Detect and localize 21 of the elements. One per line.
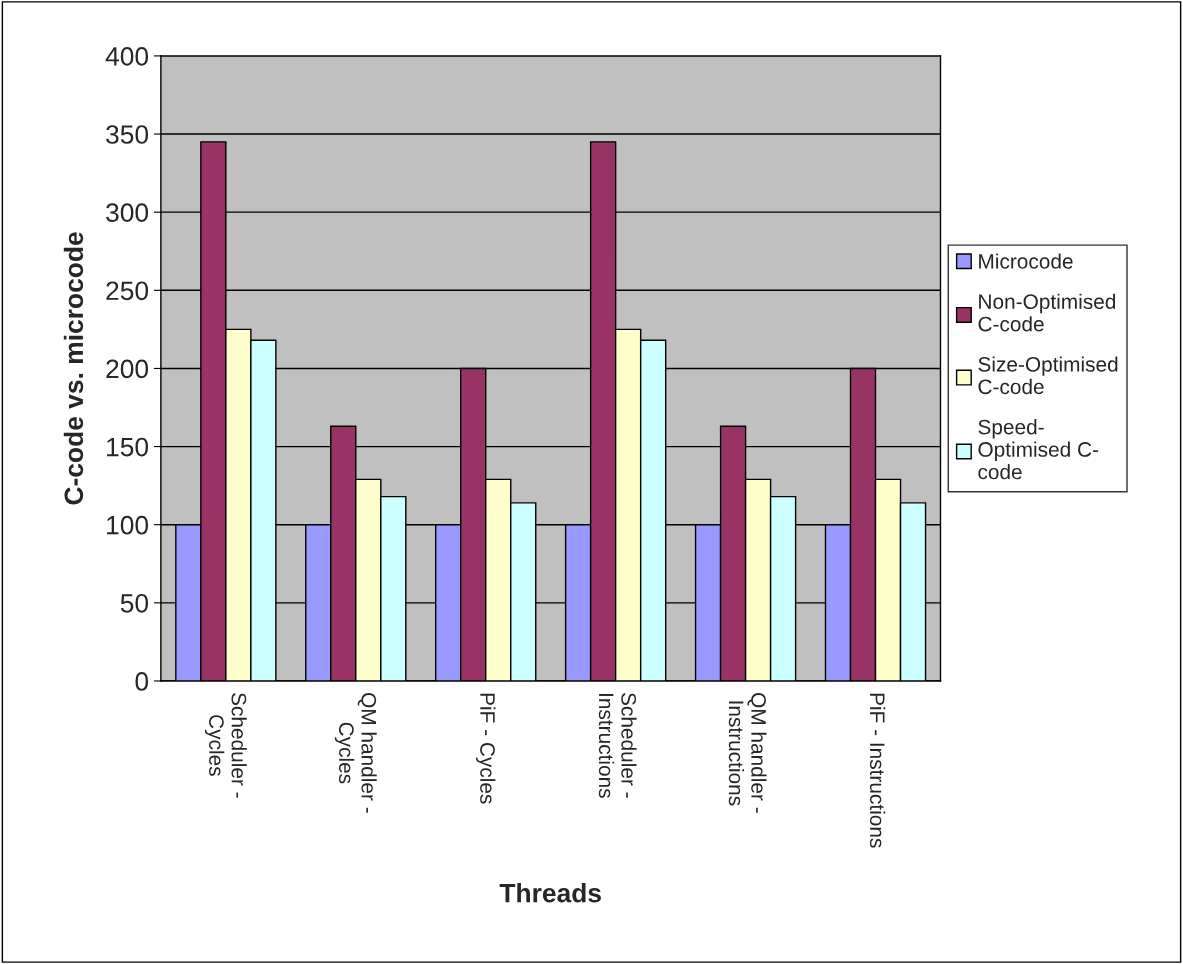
x-tick-label: PiF - Cycles: [476, 693, 496, 804]
x-tick-label: Scheduler - Cycles: [204, 693, 247, 798]
x-tick-label: PiF - Instructions: [869, 693, 886, 848]
legend-label: Microcode: [979, 253, 1073, 269]
legend-label: Size-Optimised C-code: [978, 356, 1118, 395]
y-tick-label: 100: [107, 515, 149, 535]
y-tick-label: 400: [105, 47, 149, 66]
legend-label: Speed- Optimised C- code: [978, 419, 1099, 480]
y-tick-label: 300: [106, 203, 149, 222]
y-axis-title: C-code vs. microcode: [63, 232, 84, 505]
y-tick-label: 0: [135, 672, 149, 691]
y-tick-label: 150: [107, 437, 149, 457]
x-tick-label: Scheduler - Instructions: [598, 693, 637, 798]
x-tick-label: QM handler - Instructions: [728, 693, 767, 813]
x-tick-label: QM handler - Cycles: [334, 693, 377, 813]
y-tick-label: 250: [106, 281, 149, 301]
y-tick-label: 50: [120, 593, 149, 613]
x-axis-title: Threads: [499, 883, 601, 903]
legend-label: Non-Optimised C-code: [978, 293, 1116, 332]
y-tick-label: 350: [106, 125, 149, 144]
y-tick-label: 200: [106, 359, 149, 379]
